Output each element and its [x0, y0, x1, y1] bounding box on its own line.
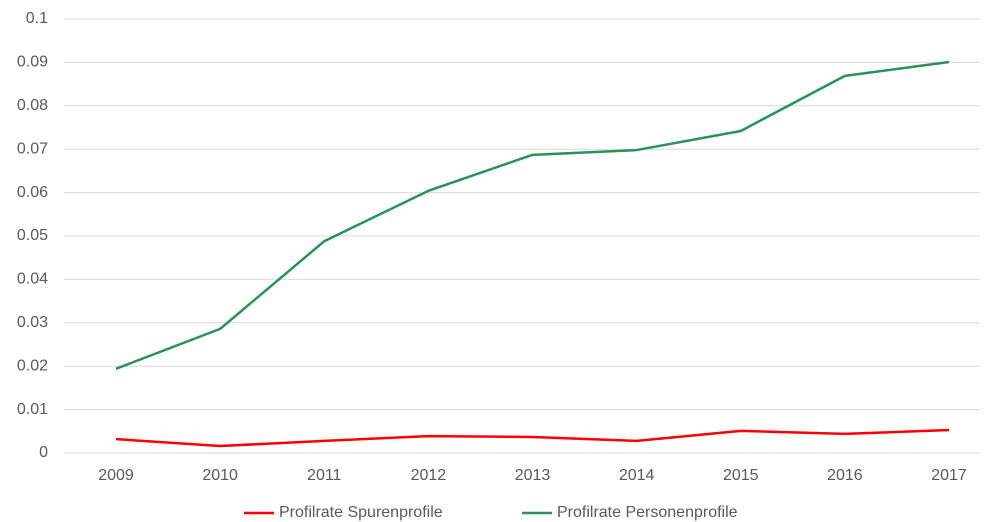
y-tick-label: 0.01 [17, 401, 48, 418]
y-tick-label: 0.04 [17, 271, 48, 288]
y-tick-label: 0.03 [17, 314, 48, 331]
y-tick-label: 0.09 [17, 54, 48, 71]
legend-label: Profilrate Personenprofile [557, 504, 738, 521]
y-tick-label: 0.06 [17, 184, 48, 201]
x-tick-label: 2015 [723, 467, 759, 484]
x-tick-label: 2014 [619, 467, 655, 484]
x-tick-label: 2010 [202, 467, 238, 484]
y-tick-label: 0.1 [26, 10, 48, 27]
x-tick-label: 2017 [931, 467, 967, 484]
x-tick-label: 2011 [307, 467, 342, 484]
y-tick-label: 0.08 [17, 97, 48, 114]
x-tick-label: 2016 [827, 467, 863, 484]
y-tick-label: 0.07 [17, 140, 48, 157]
y-tick-label: 0.02 [17, 357, 48, 374]
x-tick-label: 2013 [515, 467, 551, 484]
legend-label: Profilrate Spurenprofile [279, 504, 443, 521]
x-tick-label: 2012 [411, 467, 447, 484]
series-line [115, 60, 950, 370]
series-line [115, 428, 950, 448]
y-tick-label: 0.05 [17, 227, 48, 244]
y-tick-label: 0 [39, 444, 48, 461]
x-tick-label: 2009 [98, 467, 134, 484]
